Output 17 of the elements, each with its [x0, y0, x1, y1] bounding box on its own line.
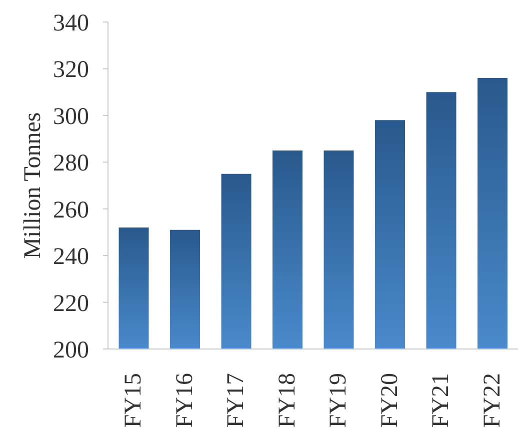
y-tick-label: 220	[53, 290, 89, 317]
y-tick-label: 340	[53, 10, 89, 37]
y-tick-label: 240	[53, 244, 89, 270]
y-tick-label: 300	[53, 104, 89, 130]
x-tick-label: FY15	[120, 373, 147, 428]
y-axis-title: Million Tonnes	[20, 112, 46, 259]
x-tick-label: FY20	[376, 373, 403, 428]
x-tick-label: FY18	[274, 373, 300, 428]
y-tick-label: 260	[53, 197, 89, 224]
y-tick-label: 280	[53, 150, 89, 177]
x-tick-label: FY22	[479, 373, 506, 428]
x-tick-label: FY16	[172, 373, 198, 428]
x-tick-label: FY21	[428, 373, 454, 428]
y-tick-label: 320	[53, 57, 89, 84]
x-tick-label: FY17	[223, 373, 250, 428]
y-tick-label: 200	[53, 338, 89, 364]
x-tick-label: FY19	[326, 373, 352, 428]
